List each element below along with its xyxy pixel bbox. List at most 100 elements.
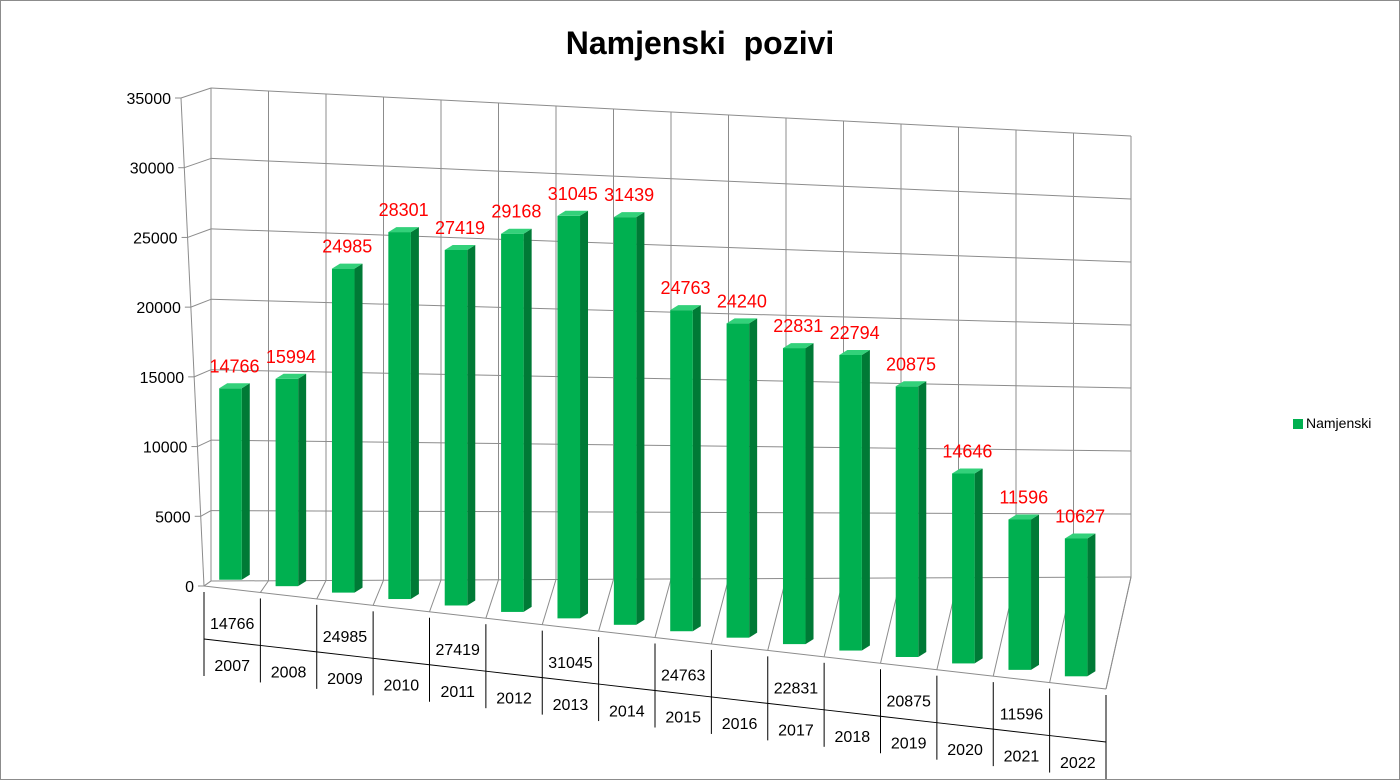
bar-2009 bbox=[331, 263, 363, 593]
table-row-divider bbox=[429, 664, 486, 672]
x-tick-label: 2013 bbox=[553, 697, 589, 714]
bar-front bbox=[952, 473, 975, 664]
table-value: 24763 bbox=[661, 668, 706, 685]
gridline-side-3 bbox=[193, 369, 212, 378]
bar-front bbox=[895, 386, 919, 657]
table-row-divider bbox=[824, 709, 881, 717]
data-label: 15994 bbox=[266, 347, 316, 367]
data-label: 24985 bbox=[322, 237, 372, 257]
bar-top bbox=[839, 349, 870, 355]
bar-front bbox=[331, 268, 355, 593]
gridline-side-2 bbox=[197, 439, 212, 448]
y-axis-line bbox=[180, 97, 205, 587]
x-tick-label: 2016 bbox=[722, 716, 758, 733]
data-label: 27419 bbox=[435, 218, 485, 238]
floor-right-edge bbox=[1105, 576, 1132, 690]
table-row-divider bbox=[316, 651, 374, 659]
data-label: 20875 bbox=[886, 354, 936, 374]
bar-top bbox=[1064, 533, 1096, 539]
bar-2021 bbox=[1008, 514, 1040, 670]
bar-top bbox=[726, 318, 758, 324]
table-value: 11596 bbox=[1000, 706, 1043, 723]
data-label: 14766 bbox=[209, 356, 259, 376]
bar-side bbox=[805, 343, 814, 645]
x-tick-label: 2014 bbox=[609, 703, 645, 720]
gridline-floor-5 bbox=[485, 579, 499, 619]
gridline-floor-3 bbox=[372, 580, 384, 606]
x-tick-label: 2021 bbox=[1004, 748, 1040, 765]
bar-side bbox=[410, 227, 419, 600]
bar-side bbox=[241, 383, 250, 580]
x-tick-label: 2007 bbox=[214, 658, 250, 675]
table-row-divider bbox=[542, 677, 599, 685]
table-row-divider bbox=[203, 638, 261, 646]
table-row-divider bbox=[260, 644, 317, 653]
bar-top bbox=[613, 212, 645, 218]
data-label: 29168 bbox=[491, 202, 541, 222]
bars bbox=[219, 210, 1096, 677]
x-tick-label: 2015 bbox=[665, 710, 701, 727]
table-row-divider bbox=[598, 683, 656, 691]
table-row-divider bbox=[1049, 735, 1107, 743]
table-row-divider bbox=[485, 670, 543, 679]
table-value: 24985 bbox=[323, 629, 368, 646]
y-tick-label: 35000 bbox=[127, 91, 172, 108]
bar-2018 bbox=[839, 349, 870, 651]
table-row-divider bbox=[711, 696, 768, 704]
bar-2016 bbox=[726, 318, 758, 638]
x-tick-label: 2019 bbox=[891, 735, 927, 752]
bar-front bbox=[782, 348, 806, 645]
bar-side bbox=[974, 468, 983, 664]
data-label: 24763 bbox=[660, 278, 710, 298]
gridline-floor-6 bbox=[541, 579, 557, 625]
y-tick-label: 10000 bbox=[143, 440, 188, 457]
table-value: 31045 bbox=[548, 655, 593, 672]
legend-swatch bbox=[1293, 419, 1303, 429]
data-label: 10627 bbox=[1055, 507, 1105, 527]
bar-front bbox=[501, 233, 524, 612]
x-tick-label: 2011 bbox=[440, 684, 475, 701]
bar-side bbox=[298, 373, 307, 587]
table-value: 22831 bbox=[774, 681, 819, 698]
bar-front bbox=[557, 215, 581, 619]
x-tick-label: 2010 bbox=[384, 678, 420, 695]
gridline-floor-10 bbox=[767, 578, 787, 651]
bar-side bbox=[354, 263, 363, 593]
bar-top bbox=[219, 383, 250, 389]
table-value: 14766 bbox=[210, 616, 255, 633]
gridline-floor-7 bbox=[598, 579, 614, 632]
bar-2010 bbox=[388, 227, 419, 600]
data-label: 31045 bbox=[548, 184, 598, 204]
x-tick-label: 2018 bbox=[835, 729, 871, 746]
table-row-divider bbox=[373, 657, 430, 666]
bar-front bbox=[219, 388, 242, 580]
x-tick-label: 2012 bbox=[496, 690, 532, 707]
x-tick-label: 2009 bbox=[327, 671, 363, 688]
bar-top bbox=[501, 228, 532, 234]
y-tick-label: 15000 bbox=[140, 370, 185, 387]
gridline-side-1 bbox=[200, 510, 212, 517]
bar-side bbox=[749, 318, 758, 638]
bar-2012 bbox=[501, 228, 532, 612]
bar-side bbox=[636, 212, 645, 625]
bar-front bbox=[1008, 519, 1032, 670]
gridline-side-4 bbox=[190, 298, 212, 308]
gridline-side-7 bbox=[180, 87, 212, 99]
bar-side bbox=[692, 305, 701, 632]
bar-top bbox=[1008, 514, 1040, 520]
table-row-divider bbox=[767, 702, 825, 711]
x-tick-label: 2020 bbox=[947, 742, 983, 759]
data-label: 11596 bbox=[999, 487, 1048, 507]
floor-front-edge bbox=[203, 585, 1107, 690]
table-row-divider bbox=[654, 690, 712, 698]
gridline-floor-8 bbox=[654, 578, 672, 638]
gridline-floor-0 bbox=[203, 580, 212, 587]
bar-front bbox=[670, 310, 693, 632]
bar-2014 bbox=[613, 212, 645, 625]
data-label: 31439 bbox=[604, 185, 654, 205]
y-tick-label: 5000 bbox=[155, 509, 191, 526]
y-axis-ticks: 0 5000 10000 15000 20000 25000 30000 35000 bbox=[127, 91, 204, 596]
y-tick-label: 0 bbox=[185, 579, 194, 596]
